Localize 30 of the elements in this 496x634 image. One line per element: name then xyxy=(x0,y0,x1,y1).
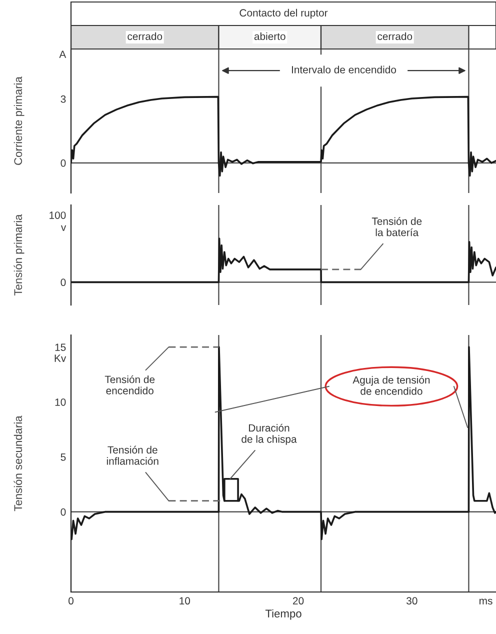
y-tick-label: 0 xyxy=(60,278,66,286)
y-axis-title: Corriente primaria xyxy=(14,76,24,165)
x-tick-label: 10 xyxy=(180,597,190,605)
y-tick-label: 3 xyxy=(60,95,66,103)
y-tick-label: Kv xyxy=(54,354,66,362)
x-axis-title: Tiempo xyxy=(265,609,302,620)
y-tick-label: 100 xyxy=(50,212,66,219)
y-tick-label: 5 xyxy=(60,454,66,461)
y-tick-label: v xyxy=(60,225,66,231)
x-tick-label: 30 xyxy=(406,597,418,605)
x-tick-label: 0 xyxy=(68,597,74,605)
y-axis-title: Tensión primaria xyxy=(14,214,24,296)
chart-title: Contacto del ruptor xyxy=(240,8,328,19)
text: cerrado xyxy=(378,32,412,40)
annotation: Aguja de tensión de encendido xyxy=(352,376,430,395)
y-tick-label: 15 xyxy=(55,344,66,351)
x-tick-label: 20 xyxy=(293,597,304,605)
y-tick-label: 0 xyxy=(60,508,66,516)
annotation: Tensión de la batería xyxy=(372,217,422,236)
annotation: Tensión de encendido xyxy=(104,375,155,394)
y-tick-label: 10 xyxy=(55,398,66,406)
text: cerrado xyxy=(128,32,162,40)
y-axis-title: Tensión secundaria xyxy=(14,416,22,512)
text: abierto xyxy=(254,32,286,40)
y-tick-label: 0 xyxy=(60,159,66,167)
x-tick-label: ms xyxy=(480,598,492,605)
annotation: Intervalo de encendido xyxy=(292,66,396,74)
annotation: Tensión de inflamación xyxy=(106,446,158,465)
y-tick-label: A xyxy=(59,50,66,58)
annotation: Duración de la chispa xyxy=(242,424,297,445)
